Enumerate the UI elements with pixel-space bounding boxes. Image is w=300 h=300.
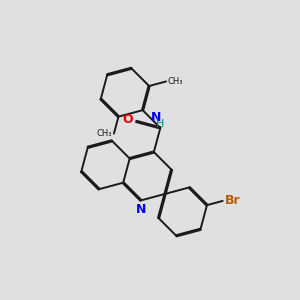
Text: CH₃: CH₃: [167, 77, 183, 86]
Text: N: N: [136, 203, 147, 216]
Text: N: N: [151, 111, 162, 124]
Text: O: O: [122, 113, 133, 126]
Text: CH₃: CH₃: [97, 129, 112, 138]
Text: Br: Br: [225, 194, 241, 207]
Text: H: H: [156, 119, 165, 129]
